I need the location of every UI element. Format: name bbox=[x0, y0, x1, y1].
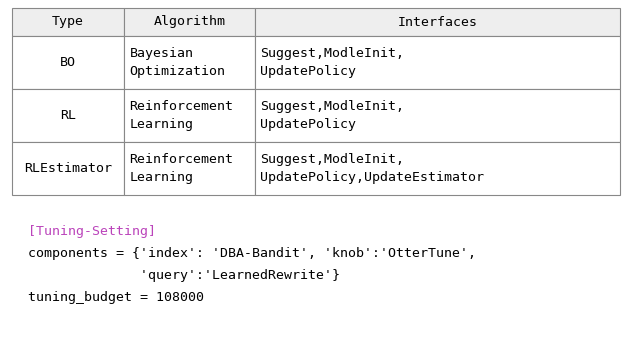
Text: Suggest,ModleInit,
UpdatePolicy: Suggest,ModleInit, UpdatePolicy bbox=[260, 47, 404, 78]
Bar bbox=[124, 89, 255, 142]
Text: Reinforcement
Learning: Reinforcement Learning bbox=[129, 100, 234, 131]
Bar bbox=[124, 8, 255, 36]
Text: Algorithm: Algorithm bbox=[154, 15, 226, 28]
Bar bbox=[12, 142, 124, 195]
Text: BO: BO bbox=[60, 56, 76, 69]
Text: RLEstimator: RLEstimator bbox=[24, 162, 112, 175]
Bar bbox=[12, 36, 124, 89]
Text: Interfaces: Interfaces bbox=[397, 15, 477, 28]
Text: [Tuning-Setting]: [Tuning-Setting] bbox=[28, 225, 156, 238]
Bar bbox=[255, 89, 620, 142]
Text: Type: Type bbox=[52, 15, 84, 28]
Bar bbox=[12, 89, 124, 142]
Bar bbox=[12, 8, 124, 36]
Bar bbox=[124, 36, 255, 89]
Text: Reinforcement
Learning: Reinforcement Learning bbox=[129, 153, 234, 184]
Text: 'query':'LearnedRewrite'}: 'query':'LearnedRewrite'} bbox=[28, 269, 340, 282]
Bar bbox=[255, 142, 620, 195]
Bar bbox=[255, 8, 620, 36]
Text: Suggest,ModleInit,
UpdatePolicy,UpdateEstimator: Suggest,ModleInit, UpdatePolicy,UpdateEs… bbox=[260, 153, 484, 184]
Text: tuning_budget = 108000: tuning_budget = 108000 bbox=[28, 291, 204, 304]
Bar bbox=[255, 36, 620, 89]
Text: components = {'index': 'DBA-Bandit', 'knob':'OtterTune',: components = {'index': 'DBA-Bandit', 'kn… bbox=[28, 247, 476, 260]
Bar bbox=[124, 142, 255, 195]
Text: RL: RL bbox=[60, 109, 76, 122]
Text: Bayesian
Optimization: Bayesian Optimization bbox=[129, 47, 225, 78]
Text: Suggest,ModleInit,
UpdatePolicy: Suggest,ModleInit, UpdatePolicy bbox=[260, 100, 404, 131]
